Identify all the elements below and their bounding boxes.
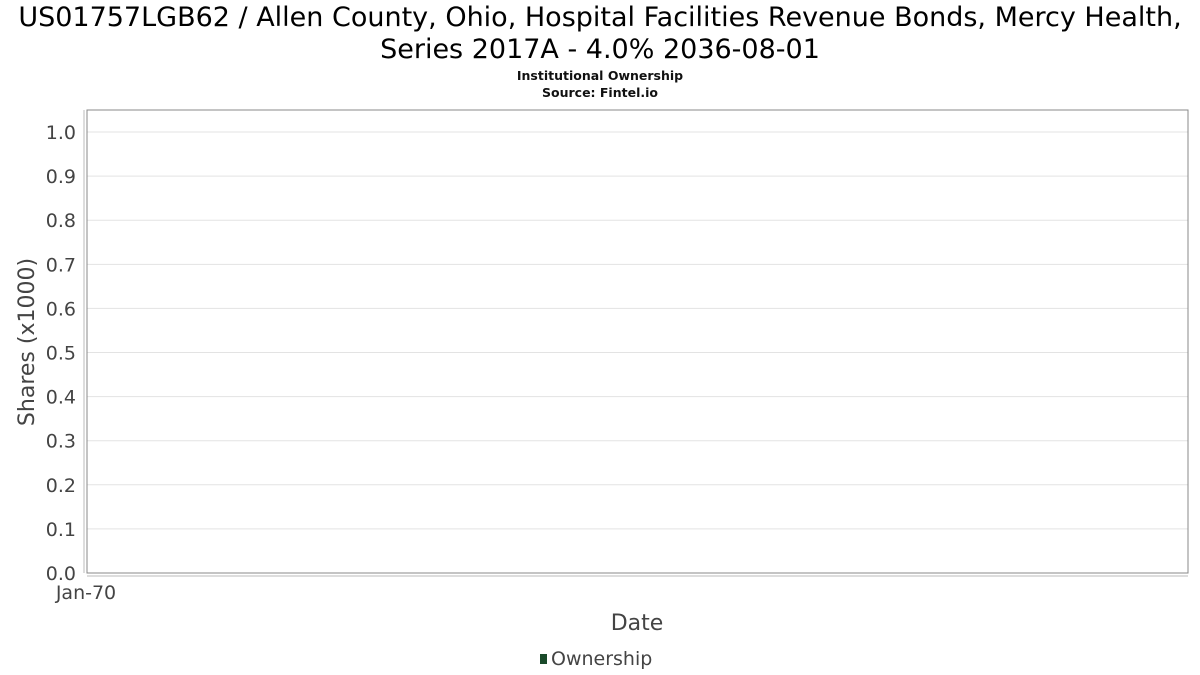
plot-frame — [86, 109, 1189, 574]
chart-source: Source: Fintel.io — [542, 85, 658, 100]
x-axis-label: Date — [611, 611, 664, 636]
y-tick-label: 1.0 — [46, 122, 76, 144]
y-tick-label: 0.6 — [46, 298, 76, 320]
y-tick-label: 0.5 — [46, 343, 76, 365]
y-axis-ticks: 0.0 0.1 0.2 0.3 0.4 0.5 0.6 0.7 0.8 0.9 1.0 — [46, 122, 76, 585]
chart-title: US01757LGB62 / Allen County, Ohio, Hospi… — [18, 2, 1182, 65]
y-tick-label: 0.0 — [46, 563, 76, 585]
y-tick-label: 0.8 — [46, 210, 76, 232]
grid-lines — [83, 110, 1188, 577]
y-tick-label: 0.1 — [46, 519, 76, 541]
y-tick-label: 0.7 — [46, 254, 76, 276]
x-tick-label: Jan-70 — [55, 582, 116, 604]
y-tick-label: 0.2 — [46, 475, 76, 497]
chart-subtitle: Institutional Ownership — [516, 68, 684, 83]
y-tick-label: 0.3 — [46, 431, 76, 453]
legend: Ownership — [540, 647, 652, 671]
x-axis-ticks: Jan-70 — [55, 582, 116, 604]
y-axis-label: Shares (x1000) — [15, 258, 40, 426]
y-tick-label: 0.9 — [46, 166, 76, 188]
legend-label-ownership: Ownership — [551, 648, 653, 670]
legend-swatch-ownership — [540, 654, 547, 664]
y-tick-label: 0.4 — [46, 387, 76, 409]
